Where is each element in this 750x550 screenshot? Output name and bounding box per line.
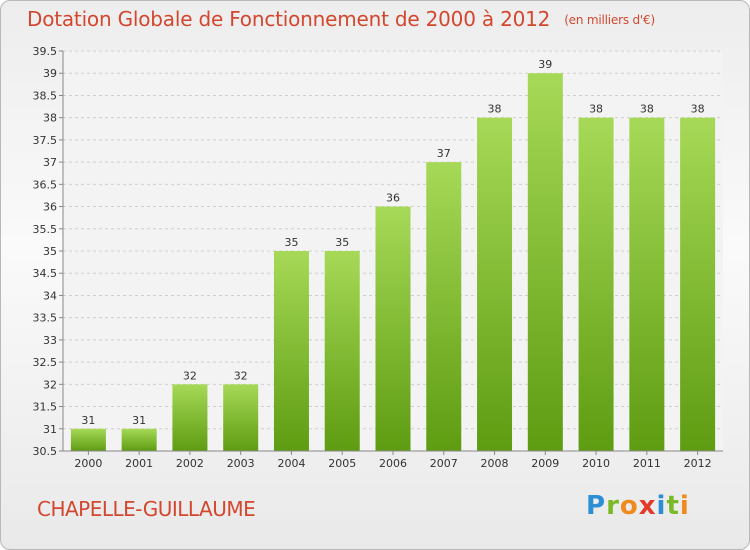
bar-2005 (324, 251, 360, 451)
bar-2007 (426, 162, 462, 451)
data-label-2000: 31 (81, 414, 95, 427)
y-axis: 30.5 31 31.5 32 32.5 33 33.5 34 34.5 35 35.5 36 36.5… (33, 45, 64, 458)
y-tick-label: 35.5 (33, 223, 58, 236)
bar-2004 (273, 251, 309, 451)
data-label-2008: 38 (488, 103, 502, 116)
x-tick-label-2001: 2001 (125, 457, 153, 470)
y-tick-label: 35 (43, 245, 57, 258)
x-tick-label-2009: 2009 (531, 457, 559, 470)
y-tick-label: 33.5 (33, 312, 58, 325)
y-tick-label: 31.5 (33, 401, 58, 414)
y-tick-label: 34.5 (33, 267, 58, 280)
data-label-2007: 37 (437, 147, 451, 160)
bar-2003 (223, 384, 259, 451)
data-label-2009: 39 (538, 58, 552, 71)
y-tick-label: 32 (43, 378, 57, 391)
y-tick-label: 33 (43, 334, 57, 347)
data-label-2004: 35 (284, 236, 298, 249)
x-tick-label-2005: 2005 (328, 457, 356, 470)
y-tick-label: 36.5 (33, 178, 58, 191)
data-label-2003: 32 (234, 369, 248, 382)
bar-2011 (629, 117, 665, 452)
bar-2001 (121, 428, 157, 451)
chart-title-text: Dotation Globale de Fonctionnement de 20… (27, 7, 551, 31)
y-tick-label: 34 (43, 289, 57, 302)
y-tick-label: 36 (43, 201, 57, 214)
data-label-2002: 32 (183, 369, 197, 382)
x-axis: 2000 2001 2002 2003 2004 2005 2006 2007 2008 2009… (63, 450, 723, 470)
y-tick-label: 37 (43, 156, 57, 169)
x-tick-label-2007: 2007 (430, 457, 458, 470)
y-tick-label: 38.5 (33, 89, 58, 102)
data-label-2005: 35 (335, 236, 349, 249)
x-tick-label-2000: 2000 (74, 457, 102, 470)
bar-2008 (477, 117, 513, 452)
x-tick-label-2008: 2008 (481, 457, 509, 470)
bar-2010 (578, 117, 614, 452)
y-tick-label: 38 (43, 112, 57, 125)
proxiti-logo: Proxiti (586, 491, 690, 521)
x-tick-label-2002: 2002 (176, 457, 204, 470)
chart-title: Dotation Globale de Fonctionnement de 20… (27, 7, 655, 31)
chart-unit: (en milliers d'€) (564, 13, 655, 27)
data-label-2001: 31 (132, 414, 146, 427)
x-tick-label-2003: 2003 (227, 457, 255, 470)
bar-2002 (172, 384, 208, 451)
y-tick-label: 39 (43, 67, 57, 80)
bar-2006 (375, 206, 411, 451)
data-label-2006: 36 (386, 192, 400, 205)
x-tick-label-2011: 2011 (633, 457, 661, 470)
x-tick-label-2012: 2012 (684, 457, 712, 470)
y-tick-label: 32.5 (33, 356, 58, 369)
x-tick-label-2010: 2010 (582, 457, 610, 470)
bar-2009 (527, 73, 563, 451)
y-tick-label: 30.5 (33, 445, 58, 458)
commune-name: CHAPELLE-GUILLAUME (37, 497, 256, 521)
data-label-2012: 38 (691, 103, 705, 116)
y-tick-label: 37.5 (33, 134, 58, 147)
x-tick-label-2006: 2006 (379, 457, 407, 470)
bar-2000 (70, 428, 106, 451)
data-label-2011: 38 (640, 103, 654, 116)
x-tick-label-2004: 2004 (277, 457, 305, 470)
y-tick-label: 39.5 (33, 45, 58, 58)
y-tick-label: 31 (43, 423, 57, 436)
data-labels: 31 31 32 32 35 35 36 37 38 39 38 38 38 (81, 58, 704, 427)
bars (70, 73, 716, 452)
bar-2012 (680, 117, 716, 452)
data-label-2010: 38 (589, 103, 603, 116)
